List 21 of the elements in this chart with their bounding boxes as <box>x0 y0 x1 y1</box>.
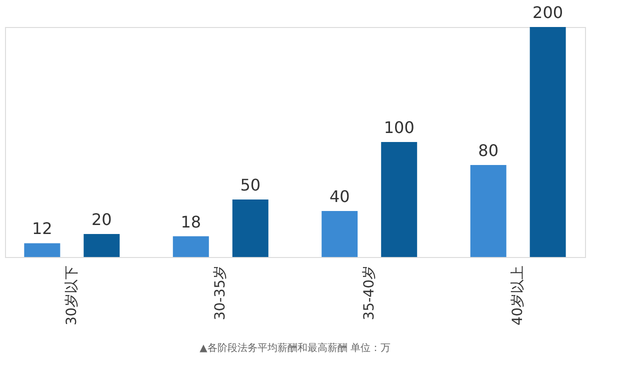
bar <box>322 211 358 257</box>
data-label: 12 <box>32 219 52 238</box>
data-label: 80 <box>478 141 499 160</box>
data-label: 20 <box>91 210 112 229</box>
data-label: 100 <box>384 118 414 137</box>
x-tick-label: 30-35岁 <box>212 266 229 320</box>
bar <box>232 200 268 257</box>
data-label: 200 <box>532 3 564 22</box>
data-label: 40 <box>329 187 350 206</box>
x-tick-label: 40岁以上 <box>510 266 526 326</box>
bar <box>172 236 209 257</box>
x-tick-label: 35-40岁 <box>361 266 378 320</box>
bar <box>381 142 418 257</box>
data-label: 18 <box>180 212 202 232</box>
bar <box>470 165 506 257</box>
bar <box>530 27 566 257</box>
x-tick-label: 30岁以下 <box>64 266 80 326</box>
text: ▲各阶段法务平均薪酬和最高薪酬 单位：万 <box>200 342 390 354</box>
bar <box>84 234 120 257</box>
data-label: 50 <box>240 176 261 194</box>
bar <box>24 243 60 257</box>
